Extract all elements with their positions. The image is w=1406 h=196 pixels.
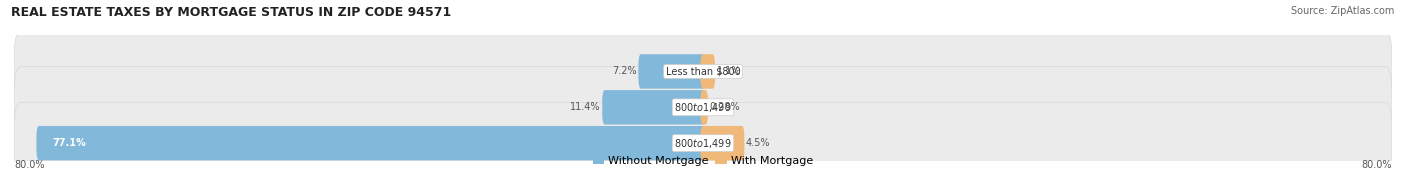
FancyBboxPatch shape bbox=[700, 126, 744, 160]
FancyBboxPatch shape bbox=[14, 66, 1392, 148]
FancyBboxPatch shape bbox=[37, 126, 706, 160]
Text: $800 to $1,499: $800 to $1,499 bbox=[675, 101, 731, 114]
Text: Less than $800: Less than $800 bbox=[665, 66, 741, 76]
FancyBboxPatch shape bbox=[14, 31, 1392, 112]
Text: REAL ESTATE TAXES BY MORTGAGE STATUS IN ZIP CODE 94571: REAL ESTATE TAXES BY MORTGAGE STATUS IN … bbox=[11, 6, 451, 19]
Text: 7.2%: 7.2% bbox=[612, 66, 637, 76]
Text: 77.1%: 77.1% bbox=[52, 138, 86, 148]
Text: $800 to $1,499: $800 to $1,499 bbox=[675, 137, 731, 150]
Text: 80.0%: 80.0% bbox=[1361, 160, 1392, 170]
FancyBboxPatch shape bbox=[602, 90, 706, 124]
Text: 4.5%: 4.5% bbox=[747, 138, 770, 148]
Text: 0.28%: 0.28% bbox=[710, 102, 741, 112]
Text: Source: ZipAtlas.com: Source: ZipAtlas.com bbox=[1291, 6, 1395, 16]
Text: 1.1%: 1.1% bbox=[717, 66, 741, 76]
Legend: Without Mortgage, With Mortgage: Without Mortgage, With Mortgage bbox=[588, 151, 818, 170]
Text: 11.4%: 11.4% bbox=[569, 102, 600, 112]
Text: 80.0%: 80.0% bbox=[14, 160, 45, 170]
FancyBboxPatch shape bbox=[700, 54, 716, 89]
FancyBboxPatch shape bbox=[638, 54, 706, 89]
FancyBboxPatch shape bbox=[700, 90, 709, 124]
FancyBboxPatch shape bbox=[14, 102, 1392, 184]
